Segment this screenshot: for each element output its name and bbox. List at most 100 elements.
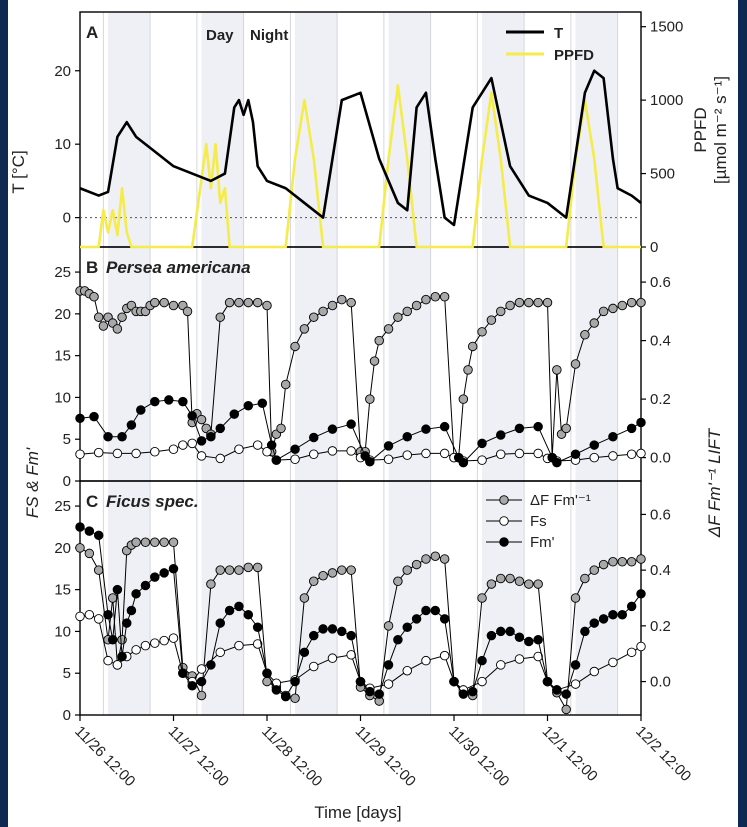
point-fm-b <box>496 430 506 440</box>
point-dff-b <box>421 294 431 305</box>
point-dff-b <box>458 394 469 404</box>
legend-c-swatch-marker <box>499 516 509 526</box>
point-fs-b <box>533 448 543 459</box>
point-fs-b <box>112 448 123 459</box>
y-tick-label: 5 <box>63 665 71 682</box>
point-dff-b <box>150 297 160 308</box>
point-dff-c <box>290 693 300 704</box>
point-dff-c <box>617 557 628 567</box>
point-dff-c <box>327 568 338 578</box>
point-dff-b <box>365 394 375 404</box>
point-dff-c <box>299 593 310 603</box>
point-fm-c <box>477 655 487 666</box>
point-fs-b <box>383 454 394 465</box>
point-dff-c <box>84 548 95 559</box>
point-fm-b <box>126 420 137 430</box>
point-fs-c <box>75 611 85 622</box>
point-fm-c <box>168 564 179 574</box>
point-fm-c <box>467 686 478 697</box>
point-dff-b <box>234 297 244 308</box>
point-dff-c <box>196 690 207 701</box>
point-fm-c <box>411 614 422 624</box>
point-fs-c <box>215 647 225 658</box>
point-dff-c <box>168 537 179 548</box>
point-dff-b <box>89 291 99 302</box>
point-dff-c <box>346 565 356 575</box>
point-fm-b <box>206 431 216 442</box>
point-fm-c <box>187 681 197 691</box>
point-fs-c <box>421 655 431 666</box>
point-fs-b <box>421 448 431 459</box>
point-dff-b <box>369 356 380 366</box>
y2-tick-label: 0.2 <box>650 391 671 408</box>
point-fm-b <box>136 405 146 415</box>
y-axis-label-temperature: T [°C] <box>9 150 28 193</box>
point-fm-b <box>75 413 85 424</box>
point-fs-b <box>196 451 207 461</box>
point-fm-c <box>121 618 132 628</box>
point-dff-b <box>393 312 403 322</box>
point-fm-c <box>439 614 450 624</box>
point-fm-b <box>271 455 282 465</box>
y-axis-label-fluorescence: FS & Fm' <box>23 447 42 518</box>
point-dff-c <box>580 573 590 584</box>
legend-ppfd-label: PPFD <box>554 47 594 64</box>
night-band <box>295 247 338 481</box>
point-dff-c <box>439 554 450 564</box>
point-fm-c <box>131 589 141 599</box>
point-fm-c <box>608 609 618 620</box>
point-fs-b <box>252 440 263 450</box>
point-fs-c <box>533 651 543 662</box>
point-dff-c <box>477 593 487 603</box>
y-tick-label: 10 <box>54 623 71 640</box>
point-fm-b <box>636 417 646 428</box>
point-dff-c <box>234 565 244 575</box>
point-fm-c <box>524 636 534 647</box>
point-fm-c <box>383 660 394 670</box>
point-fm-b <box>514 423 525 434</box>
y-tick-label: 0 <box>63 210 71 227</box>
point-fs-b <box>75 449 85 460</box>
x-tick-label: 11/26 12:00 <box>71 723 138 790</box>
point-fm-b <box>257 398 268 409</box>
x-tick-label: 12/1 12:00 <box>539 723 601 785</box>
point-fs-b <box>626 449 637 460</box>
series-ppfd-line <box>80 84 641 249</box>
point-fs-c <box>496 660 506 670</box>
point-fs-b <box>439 448 450 459</box>
y-tick-label: 5 <box>63 431 71 448</box>
point-fs-c <box>112 660 123 670</box>
point-fs-b <box>589 452 600 463</box>
point-fm-c <box>75 522 85 532</box>
point-dff-c <box>93 565 104 575</box>
point-dff-b <box>243 297 254 308</box>
point-fm-b <box>383 441 394 451</box>
point-fm-c <box>589 618 600 628</box>
point-dff-b <box>318 306 328 317</box>
point-dff-b <box>98 321 109 331</box>
point-dff-b <box>182 306 193 317</box>
point-fm-c <box>243 609 254 620</box>
point-dff-b <box>299 324 310 334</box>
legend-c-swatch-marker <box>499 495 509 505</box>
point-fs-c <box>131 645 141 655</box>
point-fm-b <box>290 444 300 454</box>
point-fm-b <box>608 431 618 442</box>
point-fm-c <box>580 626 590 637</box>
point-dff-b <box>608 303 618 314</box>
point-dff-b <box>309 312 319 322</box>
point-dff-b <box>463 365 473 375</box>
point-dff-b <box>467 341 478 352</box>
point-fm-b <box>626 423 637 434</box>
point-fm-c <box>117 651 127 662</box>
point-fm-b <box>187 411 197 421</box>
point-fm-b <box>117 431 127 442</box>
point-fs-c <box>327 653 338 663</box>
point-fm-b <box>309 432 319 443</box>
point-fm-b <box>402 431 413 442</box>
point-fm-b <box>552 457 562 468</box>
point-dff-c <box>337 565 347 575</box>
point-fm-b <box>589 440 600 450</box>
point-dff-c <box>561 704 571 715</box>
point-dff-c <box>533 579 543 589</box>
